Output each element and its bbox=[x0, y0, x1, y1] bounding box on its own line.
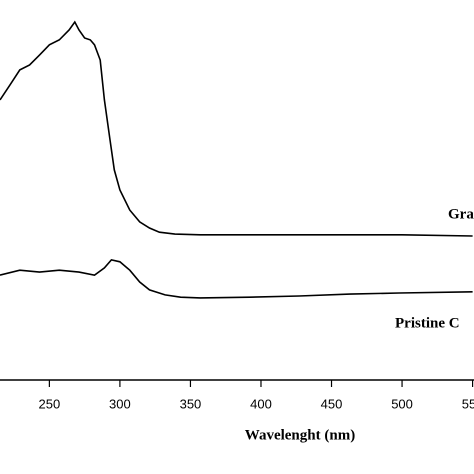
x-tick-label: 450 bbox=[321, 396, 343, 411]
x-tick-label: 250 bbox=[39, 396, 61, 411]
x-tick-label: 500 bbox=[391, 396, 413, 411]
x-tick-label: 300 bbox=[109, 396, 131, 411]
series-label: Pristine C bbox=[395, 315, 460, 331]
x-axis-title: Wavelenght (nm) bbox=[245, 427, 355, 443]
series-label: Gra bbox=[448, 206, 474, 222]
line bbox=[0, 259, 473, 299]
x-tick-label: 350 bbox=[180, 396, 202, 411]
x-tick-label: 550 bbox=[462, 396, 474, 411]
line bbox=[0, 20, 473, 237]
x-tick-label: 400 bbox=[250, 396, 272, 411]
